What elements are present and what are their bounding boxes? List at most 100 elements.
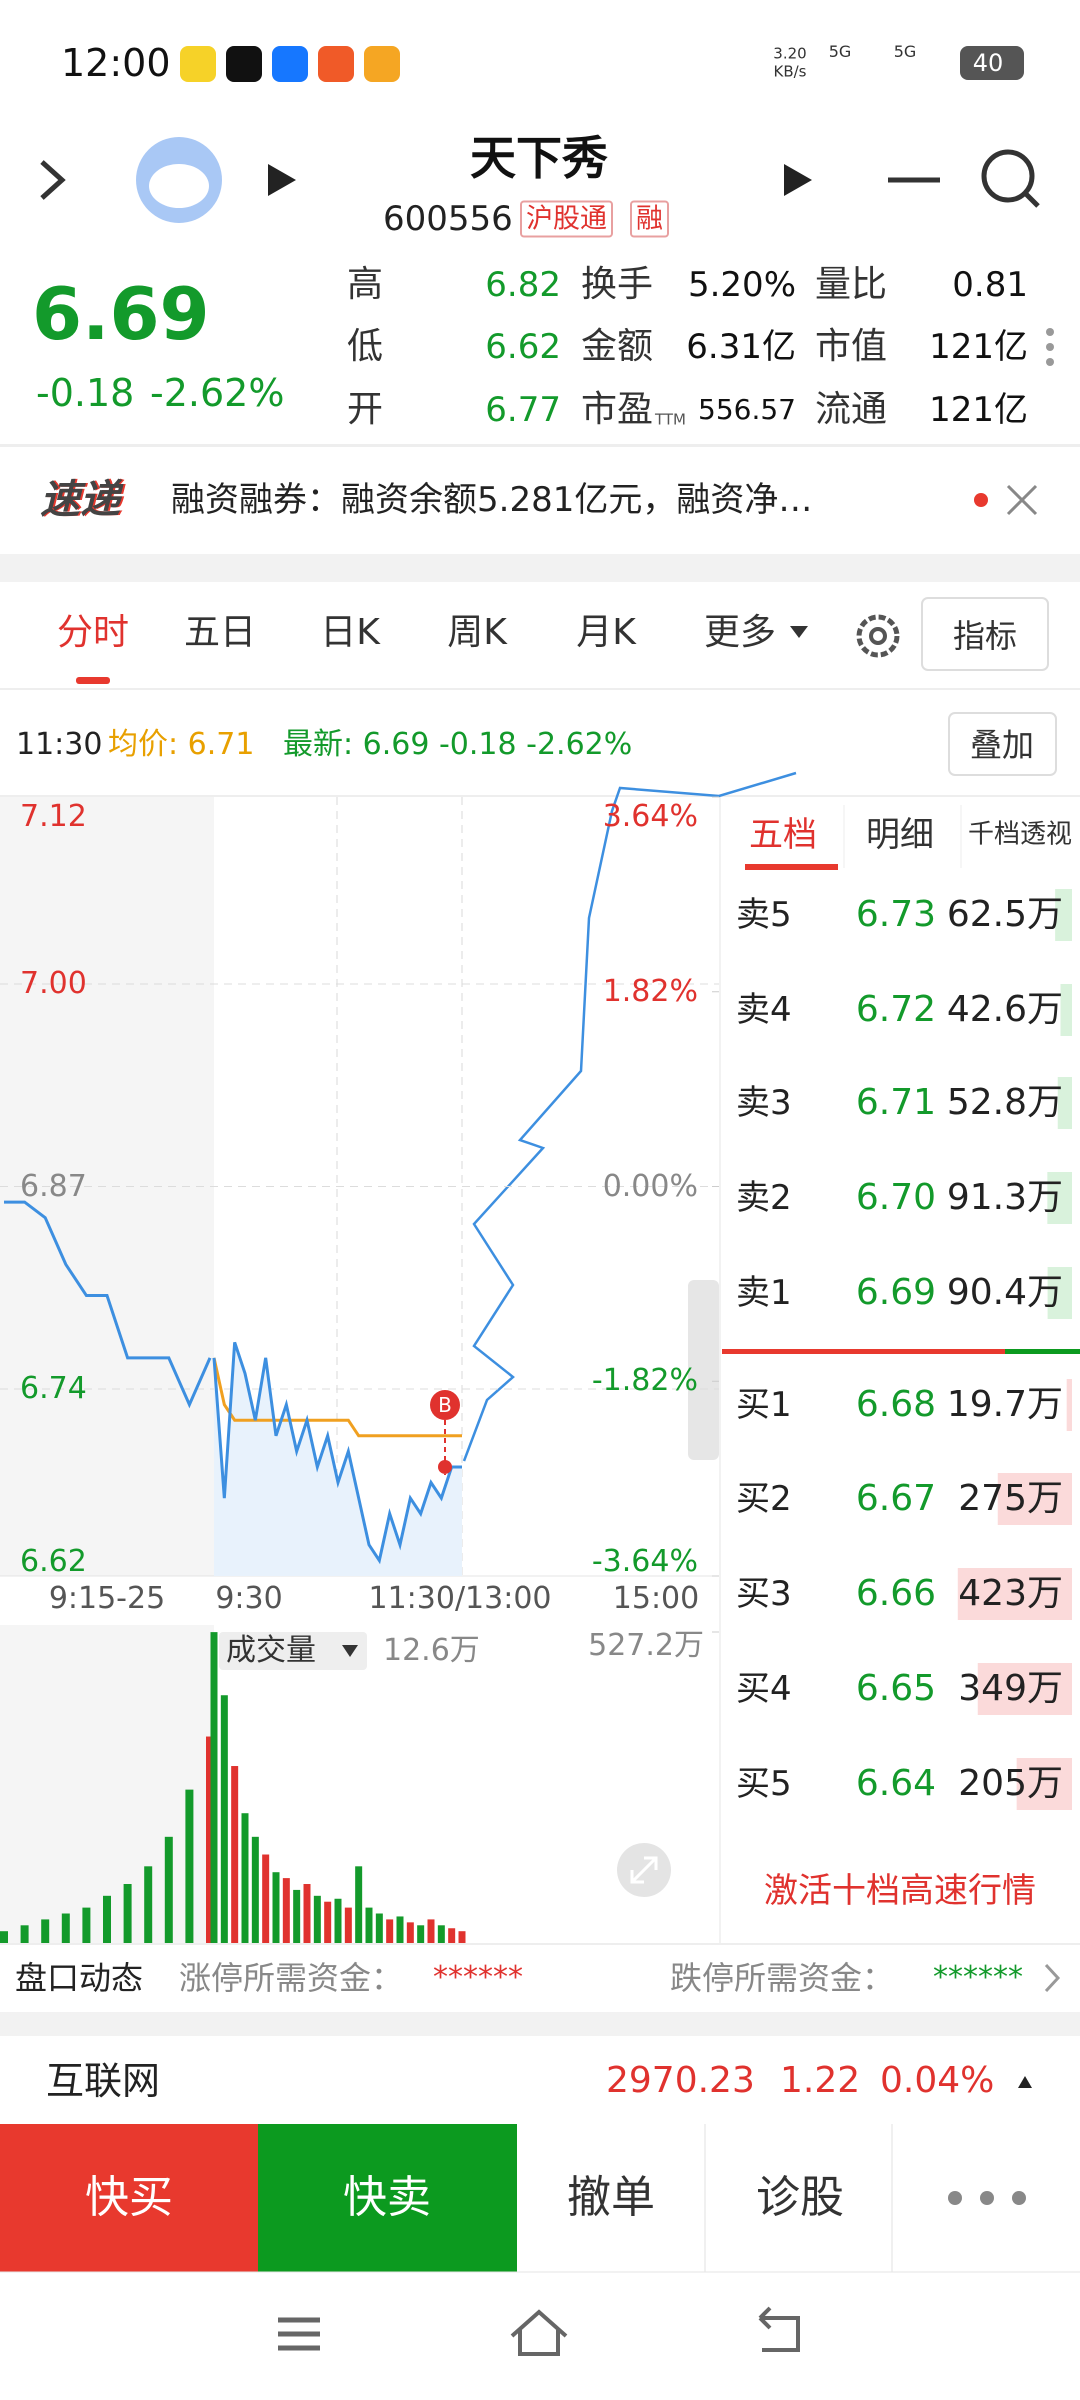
info-avg: 均价: 6.71	[108, 727, 255, 762]
badge: 沪股通	[520, 200, 613, 238]
stat-value: 121亿	[929, 327, 1028, 367]
tab[interactable]: 月K	[576, 612, 636, 653]
info-latest: 最新: 6.69 -0.18 -2.62%	[283, 727, 633, 762]
tab[interactable]: 周K	[447, 612, 507, 653]
volume-bar	[241, 1813, 249, 1943]
next-icon[interactable]	[784, 164, 812, 196]
stat-label: 市盈	[581, 389, 654, 430]
back-key[interactable]	[758, 2306, 800, 2352]
indicator-button[interactable]: 指标	[952, 617, 1018, 655]
book-volume: 62.5万	[946, 894, 1063, 935]
book-volume-bar	[1047, 1267, 1072, 1319]
price-tick: 6.74	[20, 1371, 87, 1407]
expand-arrows	[630, 1856, 658, 1884]
book-divider-green	[1005, 1349, 1080, 1354]
book-label: 买5	[736, 1764, 792, 1804]
tab[interactable]: 五日	[183, 612, 257, 653]
action-button[interactable]: 诊股	[756, 2172, 844, 2223]
book-tab[interactable]: 千档透视	[967, 819, 1072, 850]
quick-buy-bg[interactable]	[0, 2124, 258, 2272]
flow-value: ******	[433, 1960, 523, 1995]
settings-icon[interactable]	[856, 614, 900, 658]
news-tag: 速递	[40, 477, 120, 523]
overlay-box[interactable]	[948, 712, 1057, 776]
volume-bar	[251, 1836, 259, 1943]
price-tick: 6.62	[20, 1544, 87, 1579]
stock-code: 600556	[383, 199, 513, 239]
app-icon	[318, 46, 354, 82]
settings-icon-core	[869, 627, 887, 645]
volume-bar	[396, 1916, 404, 1943]
volume-bar	[448, 1928, 456, 1943]
back-icon[interactable]	[40, 160, 66, 200]
stat-value: 6.62	[485, 327, 561, 367]
home-key[interactable]	[510, 2309, 568, 2356]
tab[interactable]: 分时	[56, 612, 130, 653]
more-dot[interactable]	[1046, 328, 1054, 336]
divider	[0, 795, 1080, 797]
book-price: 6.67	[855, 1478, 936, 1519]
prev-icon[interactable]	[268, 164, 296, 196]
action-button[interactable]: 快买	[85, 2172, 173, 2223]
book-volume-bar	[1055, 889, 1072, 941]
book-volume: 42.6万	[946, 989, 1063, 1030]
action-button[interactable]: 快卖	[343, 2172, 431, 2223]
pct-tick: -1.82%	[591, 1363, 698, 1399]
stat-label: 开	[347, 389, 384, 430]
indicator-box[interactable]	[921, 597, 1049, 671]
stat-value: 6.77	[485, 390, 561, 430]
battery-level: 40	[972, 49, 1004, 77]
marker-bg	[430, 1390, 460, 1420]
book-volume: 52.8万	[946, 1082, 1063, 1123]
tab[interactable]: 更多	[703, 612, 777, 653]
stat-value: 556.57	[698, 393, 796, 426]
book-tab[interactable]: 五档	[749, 815, 817, 855]
volume-selector[interactable]: 成交量	[226, 1633, 316, 1668]
quick-sell-bg[interactable]	[258, 2124, 517, 2272]
tab[interactable]: 日K	[320, 612, 380, 653]
divider	[0, 688, 1080, 690]
book-volume-bar	[957, 1568, 1072, 1620]
close-icon[interactable]	[1006, 484, 1038, 516]
search-icon[interactable]	[981, 149, 1035, 203]
book-label: 买3	[736, 1574, 792, 1614]
last-price: 6.69	[32, 272, 210, 356]
more-dot[interactable]	[948, 2191, 962, 2205]
volume-bar	[144, 1866, 153, 1943]
collapse-handle[interactable]	[688, 1280, 719, 1460]
unread-dot	[974, 493, 988, 507]
sector-name[interactable]: 互联网	[46, 2059, 161, 2103]
action-button[interactable]: 撤单	[567, 2172, 655, 2223]
chevron[interactable]	[1044, 1963, 1061, 1993]
price-tick: 6.87	[20, 1168, 87, 1204]
more-dot	[1012, 2191, 1026, 2205]
book-tab[interactable]: 明细	[866, 815, 934, 855]
app-icon	[272, 46, 308, 82]
stock-name: 天下秀	[470, 131, 608, 185]
signal: 5G	[893, 42, 917, 61]
price-line	[212, 1341, 462, 1565]
book-price: 6.72	[855, 989, 936, 1030]
volume-bar	[123, 1884, 132, 1943]
book-volume: 275万	[958, 1478, 1063, 1519]
volume-bar	[231, 1766, 239, 1943]
volume-bar	[313, 1895, 321, 1943]
volume-selector[interactable]	[219, 1632, 367, 1670]
battery	[960, 46, 1024, 80]
book-volume-bar	[1047, 1172, 1072, 1224]
menu-key[interactable]	[278, 2317, 320, 2351]
upgrade-button[interactable]: 激活十档高速行情	[764, 1871, 1036, 1911]
change: -0.18	[36, 371, 135, 415]
flow-title: 盘口动态	[15, 1959, 144, 1997]
book-label: 卖5	[736, 895, 792, 935]
book-price: 6.71	[855, 1082, 936, 1123]
volume-bar	[417, 1925, 425, 1943]
flow-label: 跌停所需资金：	[670, 1959, 895, 1997]
volume-bar	[282, 1878, 290, 1943]
overlay-button[interactable]: 叠加	[969, 726, 1035, 764]
volume-bar	[355, 1866, 363, 1943]
book-volume: 423万	[958, 1573, 1063, 1614]
book-volume-bar	[1060, 984, 1072, 1036]
up-triangle	[1018, 2076, 1032, 2088]
